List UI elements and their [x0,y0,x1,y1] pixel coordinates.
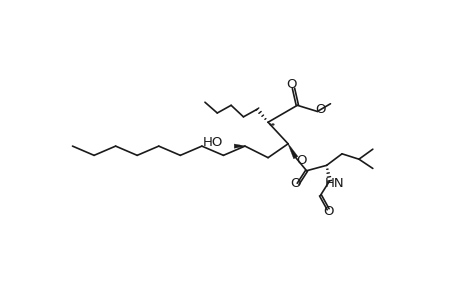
Text: O: O [296,154,307,167]
Text: HN: HN [324,177,343,190]
Text: O: O [322,205,333,218]
Text: HO: HO [202,136,223,149]
Polygon shape [287,144,297,159]
Text: O: O [290,177,300,190]
Text: O: O [314,103,325,116]
Polygon shape [234,144,245,148]
Text: O: O [285,78,296,91]
